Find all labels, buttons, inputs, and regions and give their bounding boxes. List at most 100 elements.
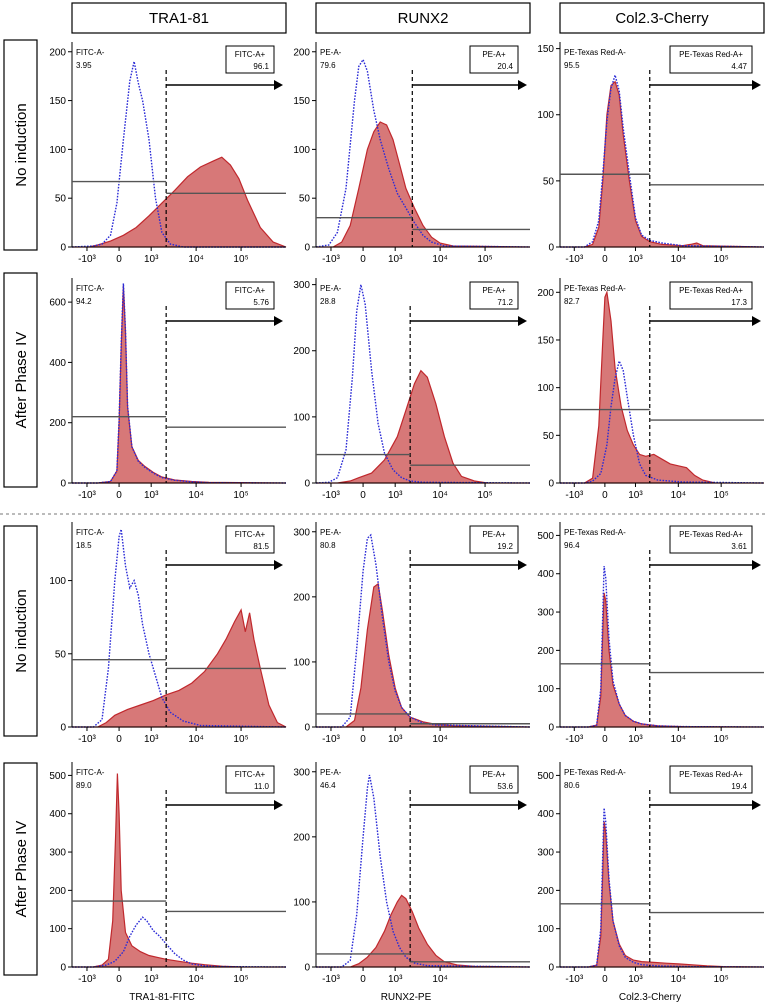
row-header-label: No induction <box>13 103 30 186</box>
positive-gate-label: PE-Texas Red-A+ <box>679 50 743 59</box>
x-tick-label: 0 <box>360 734 366 745</box>
positive-gate-box <box>225 765 275 794</box>
sample-histogram <box>316 121 531 248</box>
positive-gate-label: PE-A+ <box>482 530 506 539</box>
gate-arrowhead <box>752 560 761 570</box>
x-tick-label: 10³ <box>628 974 643 985</box>
x-tick-label: 10⁵ <box>714 734 729 745</box>
x-tick-label: -10³ <box>565 734 583 745</box>
gate-arrowhead <box>518 800 527 810</box>
y-tick-label: 0 <box>304 963 310 974</box>
sample-histogram <box>72 773 286 968</box>
y-tick-label: 0 <box>548 723 554 734</box>
negative-gate-value: 80.6 <box>564 781 580 790</box>
negative-gate-label: FITC-A- <box>76 528 105 537</box>
x-tick-label: -10³ <box>565 254 583 265</box>
positive-gate-label: PE-A+ <box>482 286 506 295</box>
positive-gate-label: PE-Texas Red-A+ <box>679 770 743 779</box>
sample-histogram <box>72 156 287 248</box>
positive-gate-box <box>669 281 753 310</box>
negative-gate-value: 96.4 <box>564 541 580 550</box>
control-histogram <box>71 61 286 248</box>
y-tick-label: 300 <box>537 848 554 859</box>
histogram-panel-p01: 0 50 100 150 200 -10³ 0 10³ 10⁴ 10⁵ PE-A- 79.6 PE-A+… <box>293 42 531 265</box>
control-histogram <box>560 807 765 968</box>
y-tick-label: 500 <box>49 771 66 782</box>
control-histogram <box>315 58 531 248</box>
positive-gate-box <box>469 765 519 794</box>
gate-arrowhead <box>274 800 283 810</box>
row-header-label: No induction <box>13 589 30 672</box>
positive-gate-label: PE-Texas Red-A+ <box>679 530 743 539</box>
column-header-col2-3-cherry: Col2.3-Cherry <box>559 2 765 34</box>
x-tick-label: 0 <box>360 490 366 501</box>
x-tick-label: 10⁴ <box>188 974 203 985</box>
y-tick-label: 150 <box>537 335 554 346</box>
y-tick-label: 100 <box>293 145 310 156</box>
y-tick-label: 600 <box>49 298 66 309</box>
y-tick-label: 50 <box>55 649 67 660</box>
positive-gate-box <box>669 765 753 794</box>
row-header-1: After Phase IV <box>3 272 38 488</box>
column-header-box <box>315 2 531 34</box>
x-axis-label-runx2: RUNX2-PE <box>381 992 432 1003</box>
x-tick-label: 10⁵ <box>477 254 492 265</box>
column-header-runx2: RUNX2 <box>315 2 531 34</box>
y-tick-label: 0 <box>60 479 66 490</box>
histogram-panel-p22: 0 100 200 300 400 500 -10³ 0 10³ 10⁴ 10⁵ PE-Texas R… <box>537 522 765 745</box>
control-histogram <box>72 283 287 484</box>
gate-arrowhead <box>518 80 527 90</box>
x-tick-label: -10³ <box>322 734 340 745</box>
y-tick-label: 200 <box>49 418 66 429</box>
y-tick-label: 200 <box>49 886 66 897</box>
y-tick-label: 200 <box>537 886 554 897</box>
y-tick-label: 200 <box>293 832 310 843</box>
x-tick-label: 10³ <box>628 254 643 265</box>
x-tick-label: 10³ <box>144 490 159 501</box>
x-tick-label: -10³ <box>322 974 340 985</box>
histogram-panels: 0 50 100 150 200 -10³ 0 10³ 10⁴ 10⁵ FITC-A- 3.95 FIT… <box>49 42 765 985</box>
y-tick-label: 0 <box>304 479 310 490</box>
x-tick-label: 10⁴ <box>671 254 686 265</box>
y-tick-label: 200 <box>293 592 310 603</box>
negative-gate-value: 80.8 <box>320 541 336 550</box>
histogram-panel-p20: 0 50 100 -10³ 0 10³ 10⁴ 10⁵ FITC-A- 18.5 FITC-A+ 81… <box>49 522 287 745</box>
positive-gate-value: 5.76 <box>253 298 269 307</box>
positive-gate-box <box>225 45 275 74</box>
histogram-panel-p00: 0 50 100 150 200 -10³ 0 10³ 10⁴ 10⁵ FITC-A- 3.95 FIT… <box>49 42 287 265</box>
y-tick-label: 100 <box>537 110 554 121</box>
negative-gate-value: 46.4 <box>320 781 336 790</box>
row-header-2: No induction <box>3 525 38 737</box>
histogram-panel-p31: 0 100 200 300 -10³ 0 10³ 10⁴ PE-A- 46.4 PE-A+ 53.6 <box>293 762 531 985</box>
positive-gate-value: 96.1 <box>253 62 269 71</box>
y-tick-label: 0 <box>548 479 554 490</box>
y-tick-label: 100 <box>537 684 554 695</box>
row-header-label: After Phase IV <box>13 332 30 429</box>
positive-gate-box <box>469 45 519 74</box>
x-tick-label: -10³ <box>78 490 96 501</box>
positive-gate-label: FITC-A+ <box>235 770 266 779</box>
x-tick-label: 0 <box>602 974 608 985</box>
y-tick-label: 300 <box>293 280 310 291</box>
x-tick-label: 0 <box>116 974 122 985</box>
column-header-box <box>71 2 287 34</box>
x-tick-label: 0 <box>116 734 122 745</box>
positive-gate-value: 19.2 <box>497 542 513 551</box>
gate-arrowhead <box>274 316 283 326</box>
x-tick-label: 10³ <box>144 254 159 265</box>
control-histogram <box>315 284 531 484</box>
x-tick-label: 10³ <box>388 254 403 265</box>
negative-gate-value: 89.0 <box>76 781 92 790</box>
y-tick-label: 100 <box>49 145 66 156</box>
sample-histogram <box>560 80 765 248</box>
gate-arrowhead <box>518 316 527 326</box>
positive-gate-label: FITC-A+ <box>235 50 266 59</box>
positive-gate-value: 53.6 <box>497 782 513 791</box>
x-tick-label: -10³ <box>322 254 340 265</box>
control-histogram <box>560 566 765 728</box>
negative-gate-label: FITC-A- <box>76 284 105 293</box>
y-tick-label: 300 <box>537 608 554 619</box>
y-tick-label: 50 <box>55 194 67 205</box>
histogram-panel-p12: 0 50 100 150 200 -10³ 0 10³ 10⁴ 10⁵ PE-Texas Red-A… <box>537 278 765 501</box>
negative-gate-value: 79.6 <box>320 61 336 70</box>
